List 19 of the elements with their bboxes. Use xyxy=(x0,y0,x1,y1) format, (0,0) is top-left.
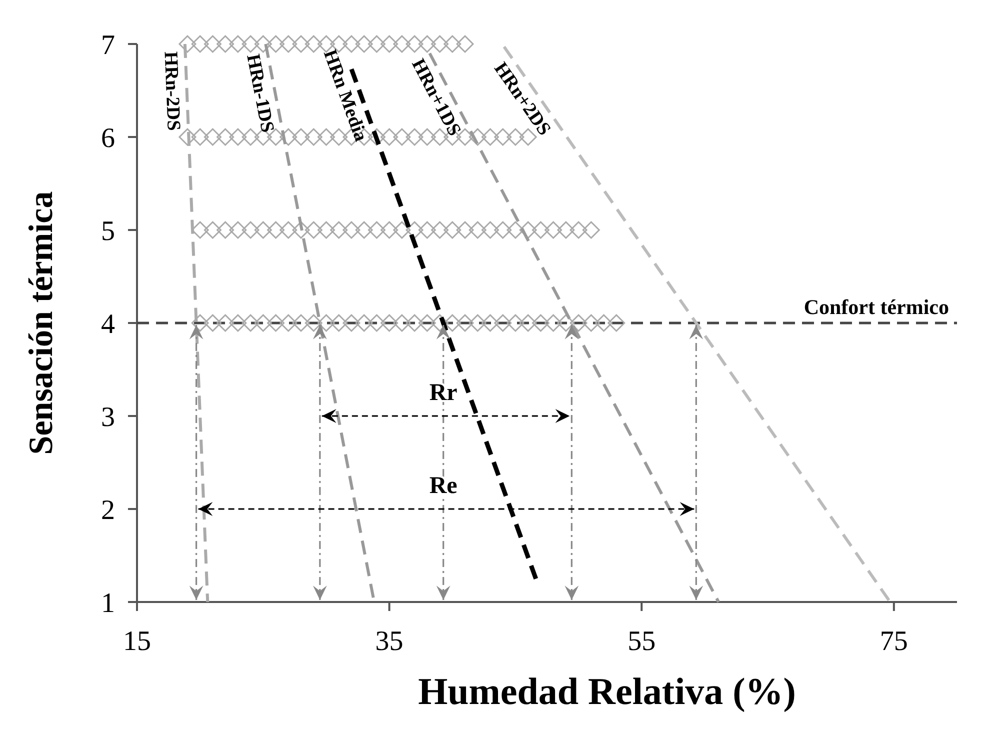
text: HRn-2DS xyxy=(160,51,184,132)
y-tick-label: 4 xyxy=(101,308,115,340)
y-tick-label: 5 xyxy=(101,216,115,247)
text: HRn-1DS xyxy=(242,52,278,134)
x-tick-label: 35 xyxy=(375,626,404,657)
annotation: Rr xyxy=(429,380,458,406)
ref-line-label: Confort térmico xyxy=(804,295,949,319)
x-tick-label: 75 xyxy=(880,626,908,657)
y-tick-label: 1 xyxy=(101,588,115,619)
y-tick-label: 3 xyxy=(101,402,115,433)
text: HRn Media xyxy=(318,47,372,145)
y-tick-label: 2 xyxy=(101,494,115,526)
x-tick-label: 15 xyxy=(123,626,151,657)
y-tick-label: 7 xyxy=(101,30,115,61)
x-axis-title: Humedad Relativa (%) xyxy=(418,671,796,713)
y-axis-title: Sensación térmica xyxy=(23,191,60,455)
y-tick-label: 6 xyxy=(101,122,115,154)
annotation: Re xyxy=(429,473,458,499)
x-tick-label: 55 xyxy=(628,626,656,657)
